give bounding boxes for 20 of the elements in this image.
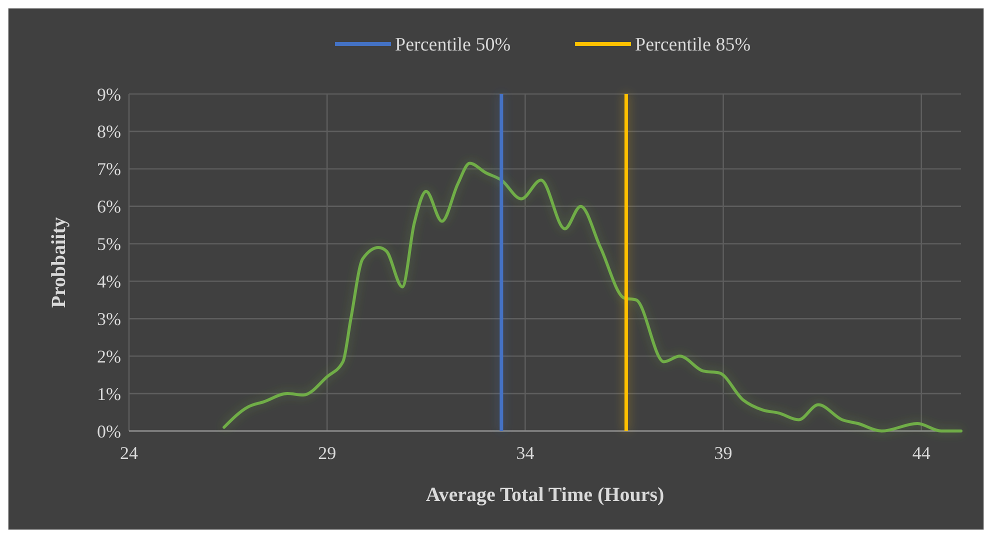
legend-label: Percentile 50%	[395, 34, 511, 56]
x-tick-label: 29	[318, 443, 336, 463]
legend-label: Percentile 85%	[635, 34, 751, 56]
y-tick-label: 1%	[97, 384, 121, 404]
y-tick-label: 6%	[97, 196, 121, 217]
x-tick-label: 44	[912, 443, 930, 463]
x-tick-label: 24	[120, 443, 138, 463]
y-tick-label: 8%	[97, 122, 121, 142]
y-tick-label: 5%	[97, 234, 121, 254]
y-tick-label: 0%	[97, 421, 121, 442]
x-tick-label: 39	[714, 443, 732, 463]
y-tick-label: 7%	[97, 159, 121, 180]
y-tick-label: 9%	[97, 84, 121, 104]
x-axis-title: Average Total Time (Hours)	[426, 484, 664, 506]
x-tick-label: 34	[516, 443, 534, 463]
y-axis-title: Probbaiity	[48, 217, 70, 308]
y-tick-label: 2%	[97, 346, 121, 366]
y-tick-label: 3%	[97, 308, 121, 329]
y-tick-label: 4%	[97, 272, 121, 292]
line-series	[222, 162, 962, 432]
